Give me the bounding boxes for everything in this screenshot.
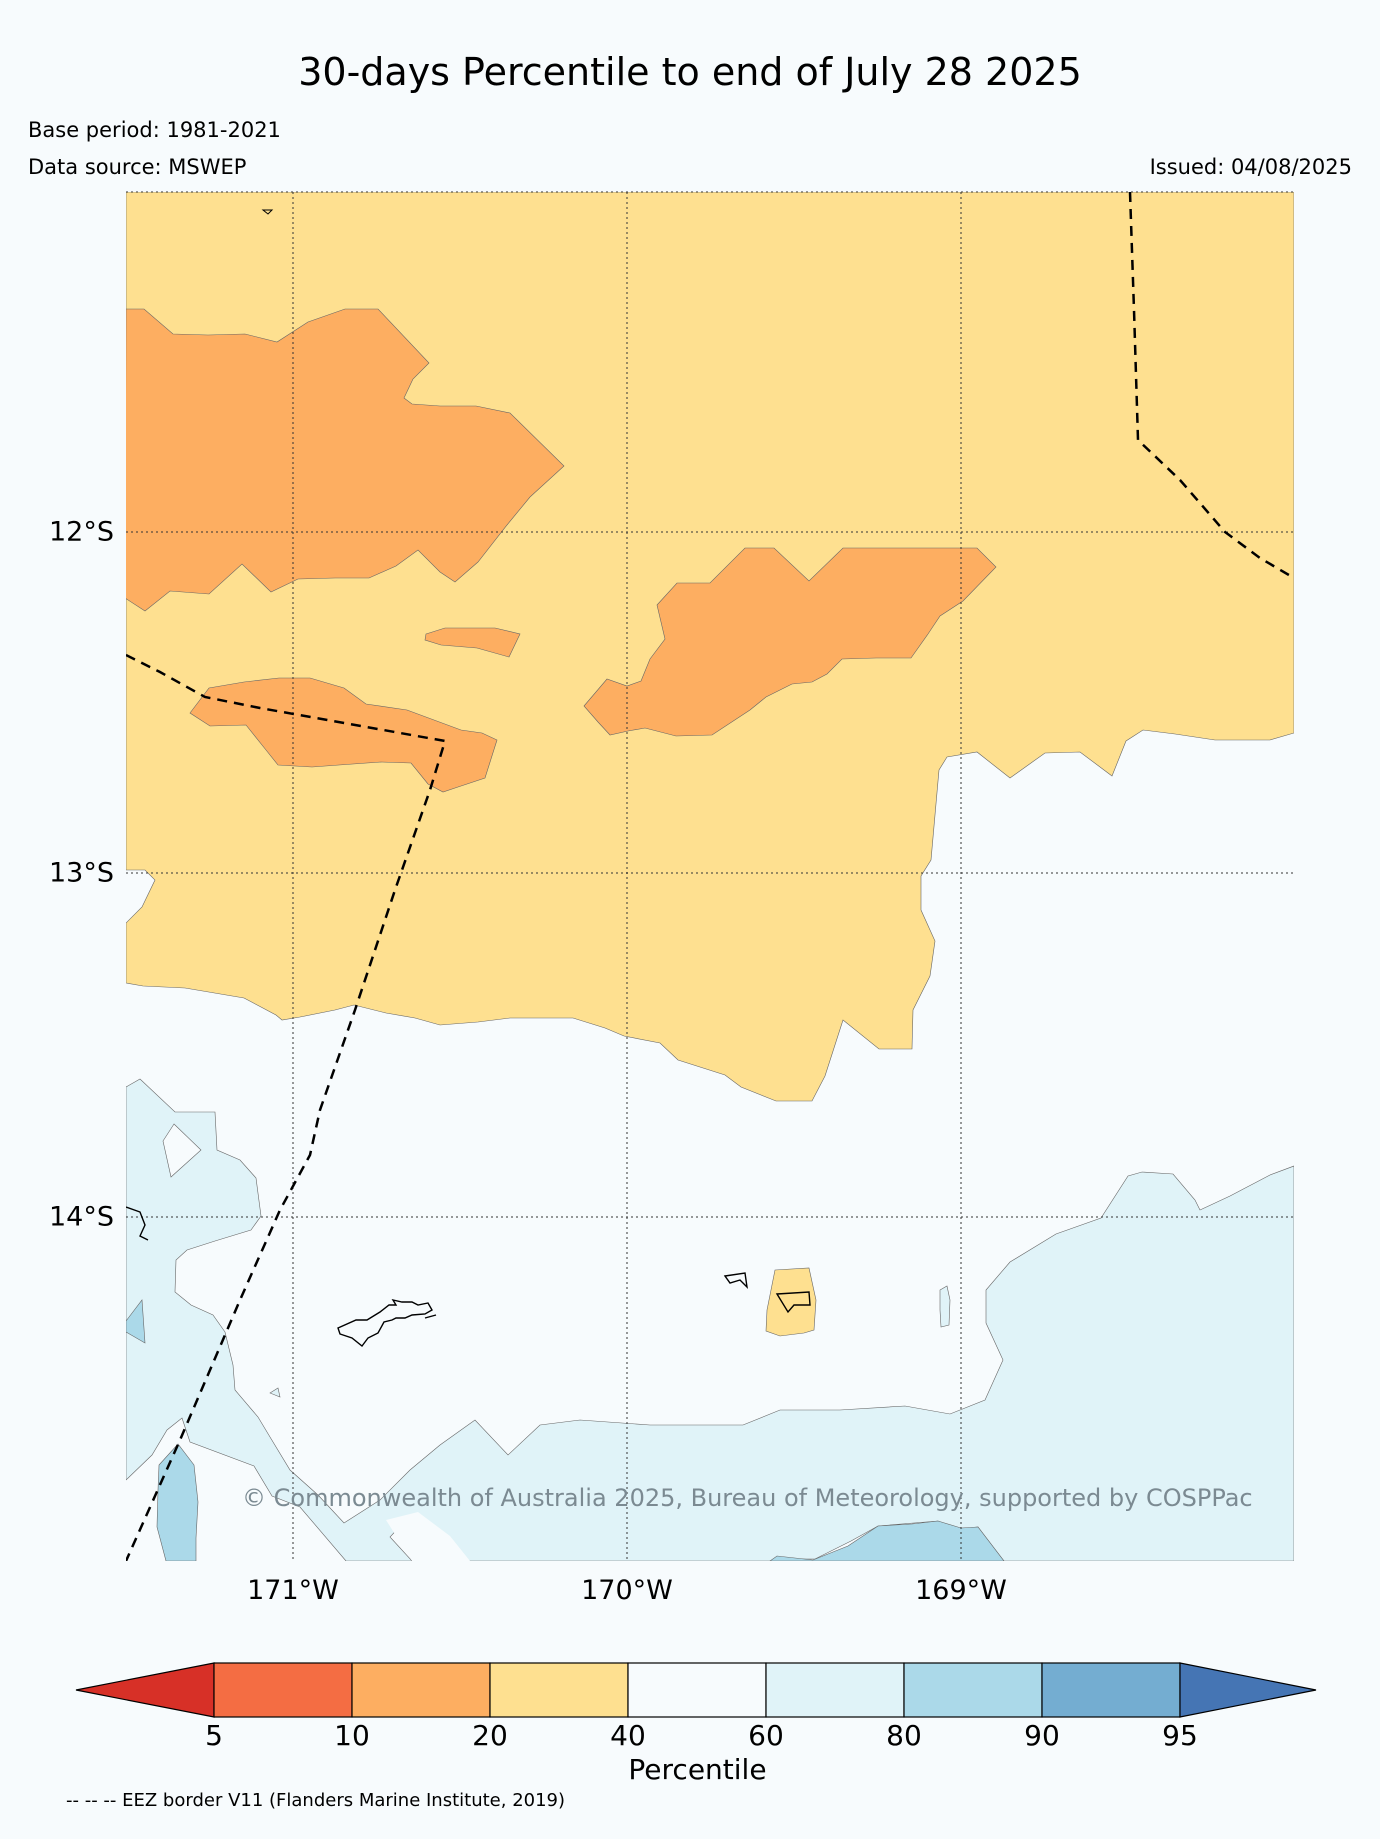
island-west — [126, 1206, 149, 1241]
region-10-20-mid-west — [189, 677, 498, 793]
colorbar — [75, 1662, 1317, 1718]
island-upolu-like — [337, 1298, 433, 1347]
colorbar-tick-20: 20 — [472, 1719, 508, 1752]
speck-south — [269, 1387, 281, 1398]
region-60-80-small-east — [939, 1285, 951, 1328]
colorbar-below-5 — [75, 1662, 215, 1718]
lat-label-12s: 12°S — [49, 516, 114, 548]
copyright-credit: © Commonwealth of Australia 2025, Bureau… — [242, 1484, 1253, 1512]
eez-border — [126, 192, 1294, 1561]
island-small-2 — [775, 1291, 811, 1314]
region-10-20-east — [583, 547, 997, 737]
map-area — [126, 192, 1294, 1561]
island-small-1 — [723, 1272, 748, 1289]
colorbar-90-95 — [1041, 1662, 1181, 1718]
region-10-20-mid-small — [424, 627, 521, 658]
colorbar-10-20 — [351, 1662, 491, 1718]
colorbar-above-95 — [1179, 1662, 1317, 1718]
island-speck — [424, 1314, 437, 1319]
region-80-90-south — [769, 1520, 1005, 1561]
map-title: 30-days Percentile to end of July 28 202… — [298, 50, 1082, 94]
issued-date-label: Issued: 04/08/2025 — [1149, 155, 1352, 179]
colorbar-tick-90: 90 — [1024, 1719, 1060, 1752]
region-80-90-west-2 — [156, 1443, 199, 1561]
lat-label-14s: 14°S — [49, 1201, 114, 1233]
colorbar-tick-95: 95 — [1162, 1719, 1198, 1752]
colorbar-tick-10: 10 — [334, 1719, 370, 1752]
island-outlines — [126, 1206, 811, 1347]
lon-label-169w: 169°W — [915, 1575, 1007, 1606]
colorbar-tick-5: 5 — [205, 1719, 223, 1752]
speck-north — [261, 209, 274, 215]
region-20-40-patch — [765, 1267, 817, 1337]
colorbar-label: Percentile — [628, 1753, 767, 1786]
colorbar-5-10 — [213, 1662, 353, 1718]
lon-label-170w: 170°W — [581, 1575, 673, 1606]
lat-label-13s: 13°S — [49, 857, 114, 889]
region-80-90-west-1 — [126, 1299, 146, 1344]
base-period-label: Base period: 1981-2021 — [28, 118, 281, 142]
colorbar-20-40 — [489, 1662, 629, 1718]
graticule — [126, 192, 1294, 1561]
colorbar-60-80 — [765, 1662, 905, 1718]
colorbar-40-60 — [627, 1662, 767, 1718]
data-source-label: Data source: MSWEP — [28, 155, 247, 179]
region-40-60-south-hole — [386, 1512, 470, 1561]
lon-label-171w: 171°W — [247, 1575, 339, 1606]
eez-legend-note: -- -- -- EEZ border V11 (Flanders Marine… — [66, 1790, 566, 1811]
colorbar-80-90 — [903, 1662, 1043, 1718]
colorbar-tick-60: 60 — [748, 1719, 784, 1752]
colorbar-tick-40: 40 — [610, 1719, 646, 1752]
colorbar-tick-80: 80 — [886, 1719, 922, 1752]
